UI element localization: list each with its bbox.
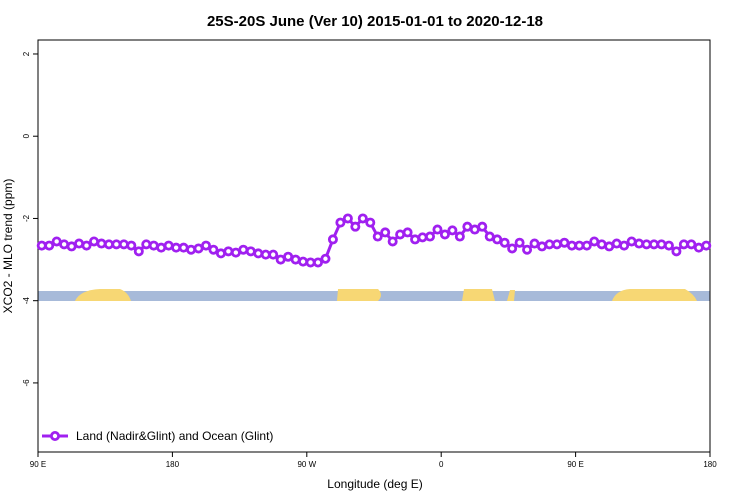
y-tick-label: 0 (22, 133, 31, 138)
data-point (477, 221, 488, 232)
data-point (327, 234, 338, 245)
data-point (320, 253, 331, 264)
data-point (298, 256, 309, 267)
data-point (424, 231, 435, 242)
x-tick-label: 90 W (297, 460, 316, 469)
data-point (81, 240, 92, 251)
x-axis-label: Longitude (deg E) (327, 477, 422, 491)
data-point (186, 244, 197, 255)
x-tick-label: 180 (166, 460, 180, 469)
x-tick-label: 90 E (30, 460, 46, 469)
data-point (514, 237, 525, 248)
data-point (335, 217, 346, 228)
data-point (126, 240, 137, 251)
data-point (417, 232, 428, 243)
data-point (200, 240, 211, 251)
data-point (663, 240, 674, 251)
chart-title: 25S-20S June (Ver 10) 2015-01-01 to 2020… (207, 13, 543, 30)
data-point (350, 221, 361, 232)
data-point (701, 240, 712, 251)
y-tick-label: 2 (22, 51, 31, 56)
data-point (656, 239, 667, 250)
data-point (44, 240, 55, 251)
x-tick-label: 0 (439, 460, 444, 469)
y-tick-label: -4 (22, 297, 31, 305)
data-point (312, 257, 323, 268)
data-point (432, 224, 443, 235)
data-point (268, 249, 279, 260)
data-point (671, 246, 682, 257)
data-point (439, 229, 450, 240)
data-point (522, 244, 533, 255)
data-point (342, 213, 353, 224)
data-point (447, 225, 458, 236)
data-point (507, 243, 518, 254)
data-point (133, 246, 144, 257)
data-point (372, 231, 383, 242)
data-point (581, 240, 592, 251)
data-point (365, 217, 376, 228)
data-point (141, 239, 152, 250)
data-point (96, 238, 107, 249)
x-tick-label: 90 E (567, 460, 583, 469)
data-point (619, 240, 630, 251)
data-point (499, 237, 510, 248)
data-point (686, 239, 697, 250)
data-point (492, 234, 503, 245)
data-point (118, 239, 129, 250)
data-point (634, 238, 645, 249)
y-tick-label: -6 (22, 379, 31, 387)
data-point (253, 248, 264, 259)
x-tick-label: 180 (703, 460, 717, 469)
land-ocean-band (38, 289, 710, 301)
data-point (387, 236, 398, 247)
data-point (357, 213, 368, 224)
legend-label: Land (Nadir&Glint) and Ocean (Glint) (76, 429, 273, 443)
data-point (380, 227, 391, 238)
y-tick-label: -2 (22, 214, 31, 222)
data-point (402, 227, 413, 238)
data-point (551, 239, 562, 250)
data-point (238, 244, 249, 255)
data-point (223, 246, 234, 257)
data-point (454, 231, 465, 242)
legend-marker (50, 430, 61, 441)
data-point (208, 244, 219, 255)
y-axis-label: XCO2 - MLO trend (ppm) (1, 179, 15, 314)
